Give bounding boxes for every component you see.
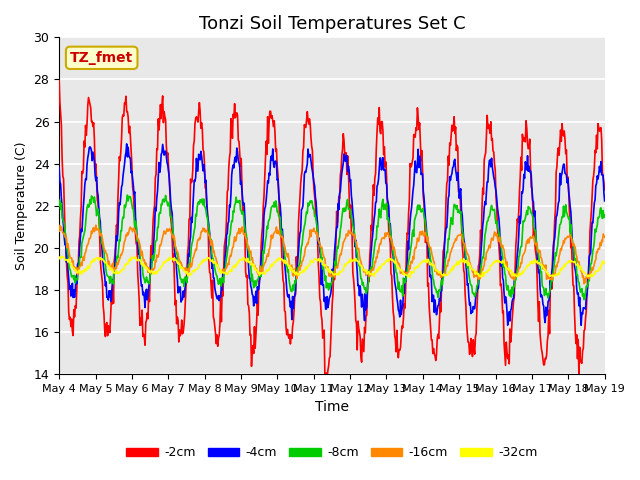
-4cm bbox=[447, 173, 455, 179]
-8cm bbox=[55, 203, 63, 209]
-4cm bbox=[123, 141, 131, 147]
-2cm bbox=[601, 187, 609, 193]
-32cm bbox=[309, 260, 317, 265]
Title: Tonzi Soil Temperatures Set C: Tonzi Soil Temperatures Set C bbox=[198, 15, 465, 33]
-2cm bbox=[323, 377, 331, 383]
-8cm bbox=[580, 297, 588, 302]
-16cm bbox=[309, 228, 317, 234]
-2cm bbox=[58, 121, 65, 127]
-4cm bbox=[601, 198, 609, 204]
Line: -8cm: -8cm bbox=[59, 195, 605, 300]
Text: TZ_fmet: TZ_fmet bbox=[70, 51, 133, 65]
-2cm bbox=[308, 148, 316, 154]
-32cm bbox=[132, 255, 140, 261]
-16cm bbox=[447, 249, 455, 254]
-16cm bbox=[461, 241, 468, 247]
-32cm bbox=[289, 269, 296, 275]
-4cm bbox=[132, 223, 140, 229]
Y-axis label: Soil Temperature (C): Soil Temperature (C) bbox=[15, 142, 28, 270]
X-axis label: Time: Time bbox=[315, 400, 349, 414]
-32cm bbox=[59, 253, 67, 259]
Line: -16cm: -16cm bbox=[59, 225, 605, 284]
-8cm bbox=[601, 213, 609, 218]
Line: -2cm: -2cm bbox=[59, 81, 605, 380]
-8cm bbox=[132, 222, 140, 228]
-16cm bbox=[55, 228, 63, 234]
-2cm bbox=[461, 270, 468, 276]
-8cm bbox=[309, 206, 317, 212]
-16cm bbox=[289, 271, 296, 277]
-2cm bbox=[132, 231, 140, 237]
-2cm bbox=[288, 336, 296, 341]
-4cm bbox=[461, 240, 468, 245]
-4cm bbox=[55, 165, 63, 171]
-4cm bbox=[309, 173, 317, 179]
-4cm bbox=[289, 294, 296, 300]
-8cm bbox=[447, 215, 455, 220]
-32cm bbox=[58, 254, 65, 260]
-2cm bbox=[447, 132, 455, 138]
-16cm bbox=[601, 234, 609, 240]
-32cm bbox=[461, 260, 469, 265]
-4cm bbox=[577, 323, 585, 328]
-16cm bbox=[132, 231, 140, 237]
Line: -32cm: -32cm bbox=[59, 256, 605, 277]
-16cm bbox=[92, 222, 100, 228]
-32cm bbox=[406, 275, 414, 280]
-4cm bbox=[58, 195, 65, 201]
-16cm bbox=[580, 281, 588, 287]
Legend: -2cm, -4cm, -8cm, -16cm, -32cm: -2cm, -4cm, -8cm, -16cm, -32cm bbox=[122, 441, 542, 464]
-32cm bbox=[55, 254, 63, 260]
Line: -4cm: -4cm bbox=[59, 144, 605, 325]
-8cm bbox=[289, 283, 296, 289]
-16cm bbox=[58, 224, 65, 230]
-32cm bbox=[448, 267, 456, 273]
-8cm bbox=[58, 201, 65, 206]
-8cm bbox=[461, 243, 468, 249]
-8cm bbox=[124, 192, 131, 198]
-32cm bbox=[601, 260, 609, 265]
-2cm bbox=[55, 78, 63, 84]
